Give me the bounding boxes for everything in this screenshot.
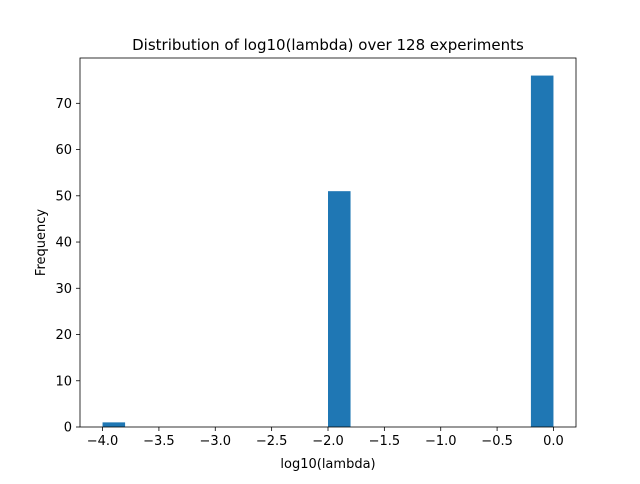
- x-tick-label: −2.5: [256, 434, 288, 449]
- y-tick-label: 20: [55, 328, 72, 343]
- x-axis: −4.0 −3.5 −3.0 −2.5 −2.0 −1.5 −1.0 −0.5 0.0: [87, 427, 564, 449]
- y-tick-label: 30: [55, 282, 72, 297]
- y-tick-label: 60: [55, 143, 72, 158]
- y-tick-label: 70: [55, 97, 72, 112]
- bars-layer: [102, 75, 554, 428]
- y-axis-label: Frequency: [34, 209, 49, 276]
- x-tick-label: −3.0: [199, 434, 231, 449]
- plot-frame: [79, 57, 577, 428]
- x-axis-label: log10(lambda): [280, 457, 375, 472]
- y-tick-label: 50: [55, 189, 72, 204]
- y-tick-label: 40: [55, 236, 72, 251]
- x-tick-label: −4.0: [87, 434, 119, 449]
- x-tick-label: −3.5: [143, 434, 175, 449]
- histogram-bar: [530, 75, 554, 428]
- y-tick-label: 10: [55, 374, 72, 389]
- histogram-bar: [102, 422, 126, 427]
- x-tick-label: −1.0: [425, 434, 457, 449]
- x-tick-label: −2.0: [312, 434, 344, 449]
- histogram-bar: [328, 191, 351, 427]
- y-tick-label: 0: [64, 421, 72, 436]
- x-tick-label: −1.5: [369, 434, 401, 449]
- x-tick-label: 0.0: [543, 434, 564, 449]
- y-axis: 0 10 20 30 40 50 60 70: [55, 97, 80, 436]
- x-tick-label: −0.5: [481, 434, 513, 449]
- chart-title: Distribution of log10(lambda) over 128 e…: [132, 36, 524, 54]
